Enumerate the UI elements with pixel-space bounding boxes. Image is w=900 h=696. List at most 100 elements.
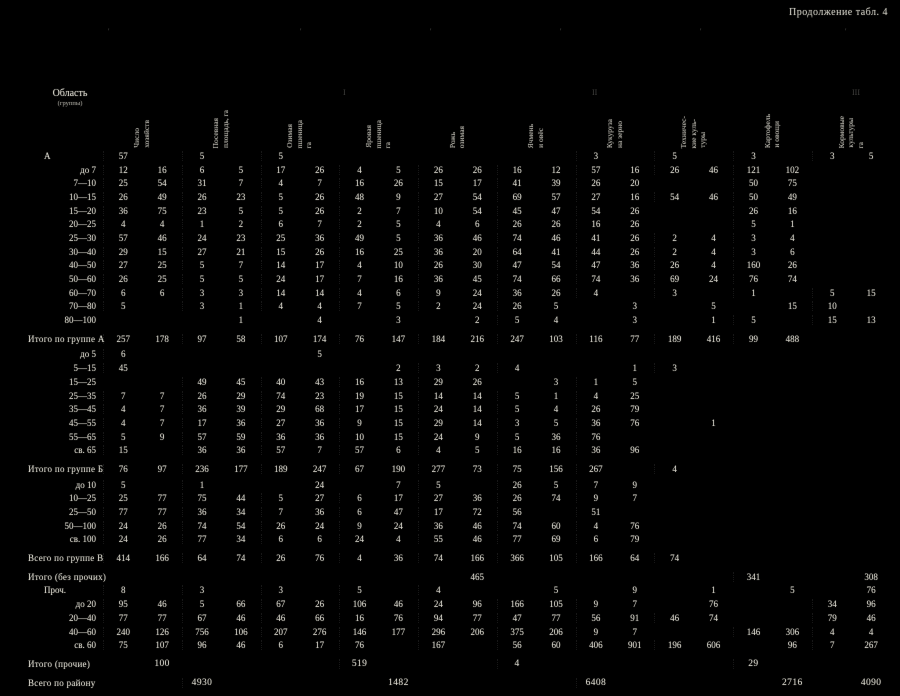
cell: 1482 <box>388 677 409 688</box>
cell: 189 <box>654 333 693 344</box>
table-row: до 5 6 5 <box>0 348 900 362</box>
cell: 26 <box>260 520 300 531</box>
cell: 166 <box>155 553 169 564</box>
row-label: 25—35 <box>69 390 96 401</box>
cell: 5 <box>181 260 221 271</box>
cell: 7 <box>575 479 615 490</box>
cell: 4 <box>103 219 142 230</box>
cell: 2 <box>339 205 378 216</box>
cell: 12 <box>103 164 142 175</box>
cell: 26 <box>260 553 300 564</box>
cell: 46 <box>472 534 482 545</box>
cell: 102 <box>785 164 800 175</box>
cell: 160 <box>733 260 772 271</box>
table-row: 35—45 4 7 36 39 29 68 17 15 24 14 5 4 26 79 <box>0 402 900 416</box>
cell: 36 <box>418 232 457 243</box>
cell: 36 <box>236 417 246 428</box>
cell: 74 <box>181 520 221 531</box>
cell: 66 <box>236 599 246 610</box>
cell: 1 <box>181 219 221 230</box>
cell: 5 <box>733 219 772 230</box>
total-row: Итого (прочие) 100 519 4 29 <box>0 657 900 671</box>
cell: 26 <box>157 534 167 545</box>
cell: 36 <box>315 507 325 518</box>
column-header-line: Яровая <box>364 125 374 148</box>
cell: 1 <box>733 287 772 298</box>
cell: 606 <box>706 640 721 651</box>
cell: 26 <box>315 246 325 257</box>
cell: 4 <box>103 404 142 415</box>
cell: 46 <box>866 612 876 623</box>
cell: 26 <box>315 205 325 216</box>
cell: 4 <box>553 404 559 415</box>
cell: 29 <box>418 376 457 387</box>
column-header-line: площадь, га <box>220 109 230 148</box>
cell: 66 <box>315 612 325 623</box>
cell: 47 <box>575 260 615 271</box>
cell: 46 <box>260 612 300 623</box>
cell: 7 <box>159 404 165 415</box>
cell: 5 <box>711 301 716 312</box>
cell: 24 <box>181 232 221 243</box>
cell: 7 <box>632 599 638 610</box>
cell: 69 <box>496 191 536 202</box>
column-header-line: Техничес- <box>679 115 689 148</box>
cell: 26 <box>630 205 640 216</box>
column-header-10: Кормовые культуры га <box>812 36 891 148</box>
cell: 7 <box>159 417 165 428</box>
cell: 4 <box>260 178 300 189</box>
cell: 267 <box>864 640 878 651</box>
scan-mark: I <box>343 88 346 97</box>
cell: 3 <box>654 363 693 374</box>
table-row: 45—55 4 7 17 36 27 36 9 15 29 14 3 5 36 76 1 <box>0 416 900 430</box>
cell: 7 <box>317 219 322 230</box>
cell: 5 <box>553 585 559 596</box>
cell: 43 <box>315 376 325 387</box>
cell: 36 <box>315 431 325 442</box>
cell: 4 <box>711 260 716 271</box>
cell: 5 <box>181 274 221 285</box>
cell: 296 <box>418 626 457 637</box>
cell: 44 <box>575 246 615 257</box>
cell: 54 <box>472 191 482 202</box>
cell: 6 <box>474 219 480 230</box>
cell: 46 <box>157 599 167 610</box>
cell: 77 <box>496 534 536 545</box>
cell: 26 <box>418 164 457 175</box>
cell: 1 <box>711 315 716 326</box>
cell: 16 <box>393 274 403 285</box>
cell: 9 <box>159 431 165 442</box>
cell: 6 <box>260 640 300 651</box>
cell: 34 <box>812 599 851 610</box>
continuation-note: Продолжение табл. 4 <box>789 7 888 18</box>
cell: 5 <box>181 150 221 161</box>
cell: 1 <box>553 390 559 401</box>
cell: 57 <box>260 445 300 456</box>
table-row: 80—100 1 4 3 2 5 4 3 1 5 15 13 <box>0 313 900 327</box>
cell: 19 <box>339 390 378 401</box>
cell: 95 <box>103 599 142 610</box>
cell: 27 <box>181 246 221 257</box>
cell: 5 <box>396 301 401 312</box>
cell: 25 <box>260 232 300 243</box>
cell: 27 <box>575 191 615 202</box>
cell: 166 <box>470 553 484 564</box>
summary-row: Итого по группе А 257 178 97 58 107 174 76 147 18… <box>0 332 900 346</box>
cell: 45 <box>472 274 482 285</box>
cell: 76 <box>630 417 640 428</box>
cell: 29 <box>418 417 457 428</box>
cell: 34 <box>236 534 246 545</box>
cell: 6408 <box>575 677 615 688</box>
cell: 75 <box>787 178 797 189</box>
table-row: Проч. 8 3 3 5 4 5 9 1 5 76 <box>0 584 900 598</box>
table-row: 5—15 45 2 3 2 4 1 3 <box>0 361 900 375</box>
cell: 26 <box>315 191 325 202</box>
cell: 13 <box>866 315 876 326</box>
cell: 24 <box>418 599 457 610</box>
table-row: 55—65 5 9 57 59 36 36 10 15 24 9 5 36 76 <box>0 430 900 444</box>
cell: 27 <box>260 417 300 428</box>
cell: 36 <box>418 520 457 531</box>
cell: 76 <box>339 333 378 344</box>
cell: 16 <box>575 219 615 230</box>
cell: 4 <box>711 232 716 243</box>
